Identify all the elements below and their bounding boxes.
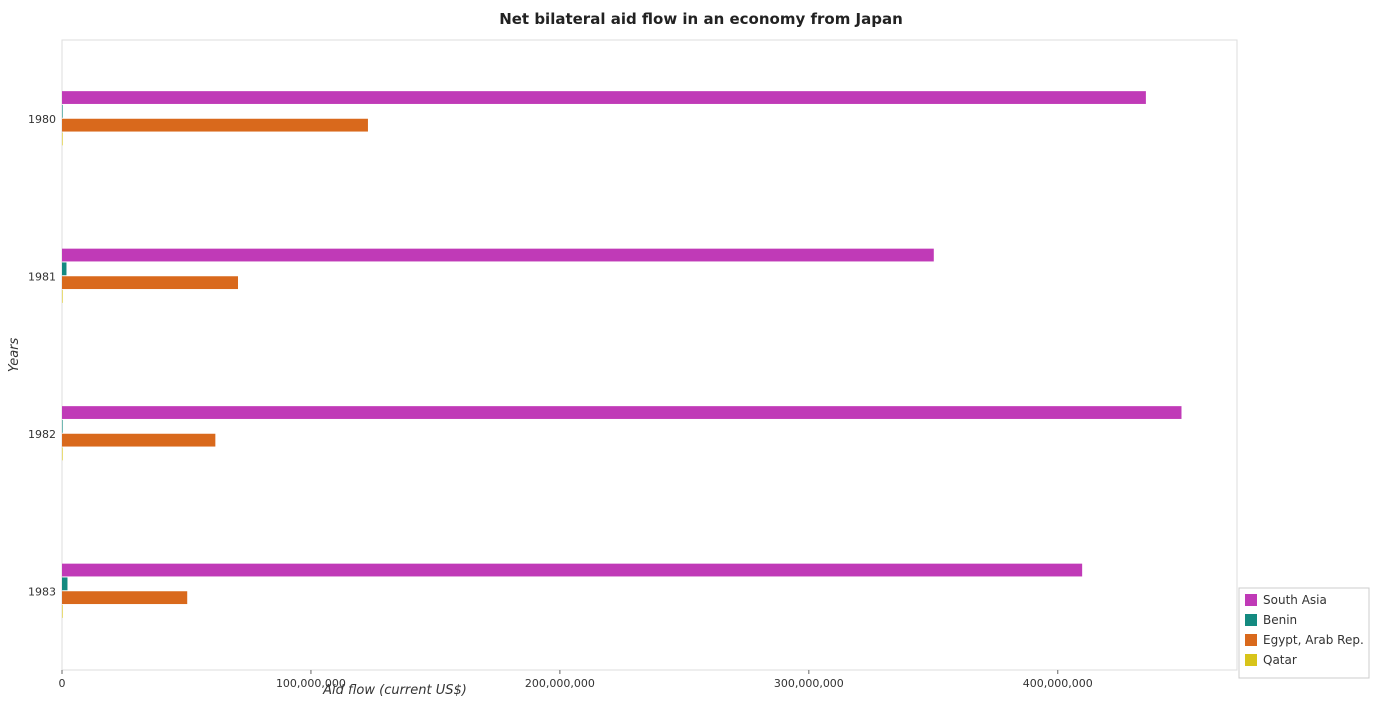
bar-benin-1982 (62, 419, 63, 433)
x-tick-label: 400,000,000 (1023, 677, 1093, 690)
bar-south-asia-1982 (62, 406, 1182, 419)
bar-qatar-1981 (62, 290, 63, 303)
bar-benin-1983 (62, 577, 68, 591)
x-tick-label: 100,000,000 (276, 677, 346, 690)
legend-swatch-south-asia (1245, 594, 1257, 606)
legend-label-qatar: Qatar (1263, 653, 1297, 667)
bar-south-asia-1983 (62, 563, 1083, 577)
x-axis-title: Aid flow (current US$) (322, 683, 467, 698)
x-tick-label: 200,000,000 (525, 677, 595, 690)
legend-label-benin: Benin (1263, 613, 1297, 627)
bar-south-asia-1980 (62, 91, 1146, 104)
legend-label-south-asia: South Asia (1263, 593, 1327, 607)
bar-benin-1981 (62, 262, 67, 276)
legend-swatch-qatar (1245, 654, 1257, 666)
legend-swatch-egypt-arab-rep- (1245, 634, 1257, 646)
y-tick-label-1981: 1981 (28, 270, 56, 283)
y-axis-title: Years (7, 337, 22, 372)
bar-benin-1980 (62, 104, 63, 118)
bars-layer (62, 91, 1182, 618)
bar-egypt-arab-rep--1981 (62, 276, 239, 290)
legend-box (1238, 587, 1370, 679)
bar-egypt-arab-rep--1982 (62, 433, 216, 447)
y-tick-labels: 1980 1981 1982 1983 (28, 113, 56, 599)
chart-title: Net bilateral aid flow in an economy fro… (499, 10, 903, 28)
x-tick-label: 0 (59, 677, 66, 690)
y-tick-label-1982: 1982 (28, 428, 56, 441)
legend-swatch-benin (1245, 614, 1257, 626)
legend: South Asia Benin Egypt, Arab Rep. Qatar (1238, 587, 1370, 679)
x-tick-label: 300,000,000 (774, 677, 844, 690)
bar-qatar-1982 (62, 447, 63, 461)
bar-qatar-1980 (62, 132, 63, 146)
legend-label-egypt-arab-rep-: Egypt, Arab Rep. (1263, 633, 1364, 647)
bar-egypt-arab-rep--1983 (62, 591, 188, 605)
bar-egypt-arab-rep--1980 (62, 118, 368, 132)
y-tick-label-1983: 1983 (28, 585, 56, 598)
x-tick-labels: 0 100,000,000 200,000,000 300,000,000 400,00… (59, 670, 1093, 690)
bar-south-asia-1981 (62, 248, 934, 262)
bar-qatar-1983 (62, 605, 63, 618)
y-tick-label-1980: 1980 (28, 113, 56, 126)
